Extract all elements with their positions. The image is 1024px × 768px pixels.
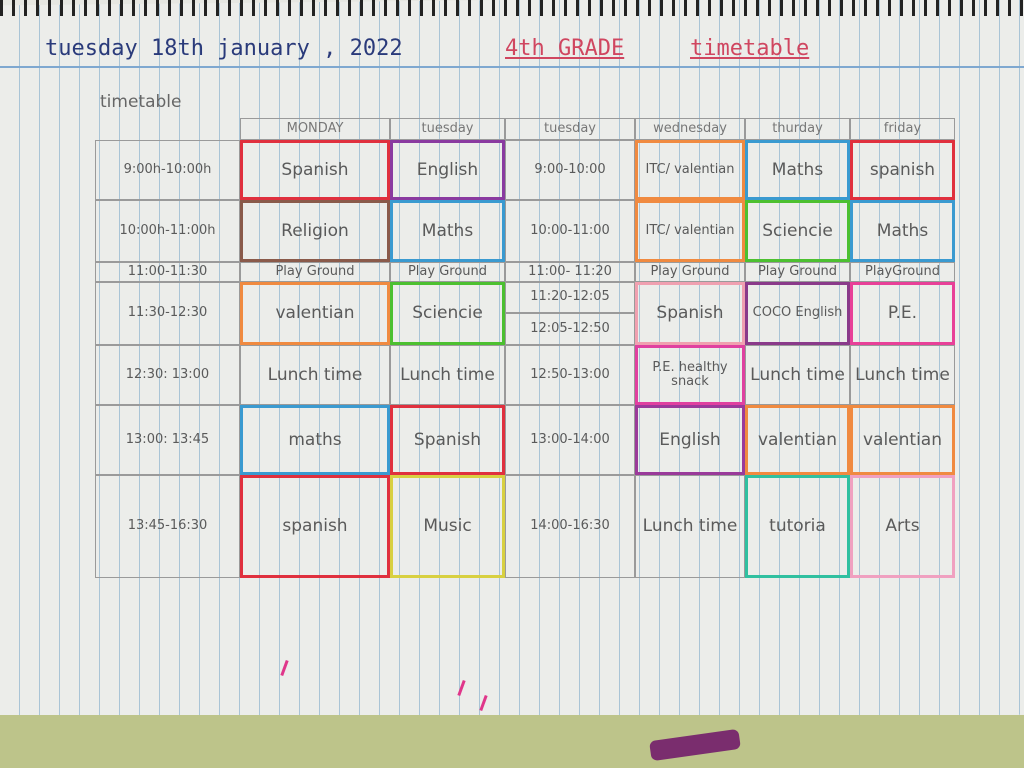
time-slot: 11:20-12:05 bbox=[505, 282, 635, 313]
time-slot: 9:00h-10:00h bbox=[95, 140, 240, 200]
subject-cell-thursday: COCO English bbox=[745, 282, 850, 345]
subject-cell-tuesday: Lunch time bbox=[390, 345, 505, 405]
subject-cell-tuesday: English bbox=[390, 140, 505, 200]
subject-cell-friday: spanish bbox=[850, 140, 955, 200]
day-header: wednesday bbox=[635, 118, 745, 140]
time-slot: 13:00: 13:45 bbox=[95, 405, 240, 475]
subject-cell-wednesday: Play Ground bbox=[635, 262, 745, 282]
time-slot: 12:50-13:00 bbox=[505, 345, 635, 405]
grade-heading: 4th GRADE bbox=[505, 36, 625, 61]
time-slot: 11:00- 11:20 bbox=[505, 262, 635, 282]
time-slot: 14:00-16:30 bbox=[505, 475, 635, 578]
day-header: friday bbox=[850, 118, 955, 140]
time-slot: 11:30-12:30 bbox=[95, 282, 240, 345]
day-header: MONDAY bbox=[240, 118, 390, 140]
subject-cell-monday: Religion bbox=[240, 200, 390, 262]
subject-cell-tuesday: Music bbox=[390, 475, 505, 578]
time-slot: 11:00-11:30 bbox=[95, 262, 240, 282]
subject-cell-monday: maths bbox=[240, 405, 390, 475]
subject-cell-monday: Spanish bbox=[240, 140, 390, 200]
day-header: tuesday bbox=[505, 118, 635, 140]
subject-cell-monday: Lunch time bbox=[240, 345, 390, 405]
subject-cell-wednesday: Spanish bbox=[635, 282, 745, 345]
day-header: tuesday bbox=[390, 118, 505, 140]
subject-cell-monday: Play Ground bbox=[240, 262, 390, 282]
subject-cell-wednesday: Lunch time bbox=[635, 475, 745, 578]
time-slot: 12:30: 13:00 bbox=[95, 345, 240, 405]
subject-cell-friday: Maths bbox=[850, 200, 955, 262]
subject-cell-tuesday: Sciencie bbox=[390, 282, 505, 345]
margin-line bbox=[0, 66, 1024, 68]
subject-cell-tuesday: Play Ground bbox=[390, 262, 505, 282]
title-heading: timetable bbox=[690, 36, 810, 61]
time-slot: 13:00-14:00 bbox=[505, 405, 635, 475]
time-slot: 12:05-12:50 bbox=[505, 313, 635, 345]
time-slot: 10:00h-11:00h bbox=[95, 200, 240, 262]
subject-cell-monday: spanish bbox=[240, 475, 390, 578]
time-slot: 9:00-10:00 bbox=[505, 140, 635, 200]
subject-cell-thursday: Play Ground bbox=[745, 262, 850, 282]
subject-cell-wednesday: English bbox=[635, 405, 745, 475]
date-heading: tuesday 18th january , 2022 bbox=[45, 36, 403, 61]
subject-cell-thursday: valentian bbox=[745, 405, 850, 475]
notebook-spiral bbox=[0, 0, 1024, 16]
time-slot: 10:00-11:00 bbox=[505, 200, 635, 262]
desk-surface bbox=[0, 715, 1024, 768]
subject-cell-thursday: Sciencie bbox=[745, 200, 850, 262]
subject-cell-thursday: Lunch time bbox=[745, 345, 850, 405]
subject-cell-wednesday: P.E. healthy snack bbox=[635, 345, 745, 405]
subject-cell-friday: valentian bbox=[850, 405, 955, 475]
subject-cell-friday: PlayGround bbox=[850, 262, 955, 282]
subject-cell-thursday: tutoria bbox=[745, 475, 850, 578]
subject-cell-friday: P.E. bbox=[850, 282, 955, 345]
day-header: thurday bbox=[745, 118, 850, 140]
subject-cell-wednesday: ITC/ valentian bbox=[635, 140, 745, 200]
subject-cell-tuesday: Spanish bbox=[390, 405, 505, 475]
time-slot: 13:45-16:30 bbox=[95, 475, 240, 578]
subject-cell-wednesday: ITC/ valentian bbox=[635, 200, 745, 262]
subject-cell-tuesday: Maths bbox=[390, 200, 505, 262]
subject-cell-thursday: Maths bbox=[745, 140, 850, 200]
table-label: timetable bbox=[100, 92, 182, 112]
subject-cell-friday: Arts bbox=[850, 475, 955, 578]
subject-cell-monday: valentian bbox=[240, 282, 390, 345]
subject-cell-friday: Lunch time bbox=[850, 345, 955, 405]
